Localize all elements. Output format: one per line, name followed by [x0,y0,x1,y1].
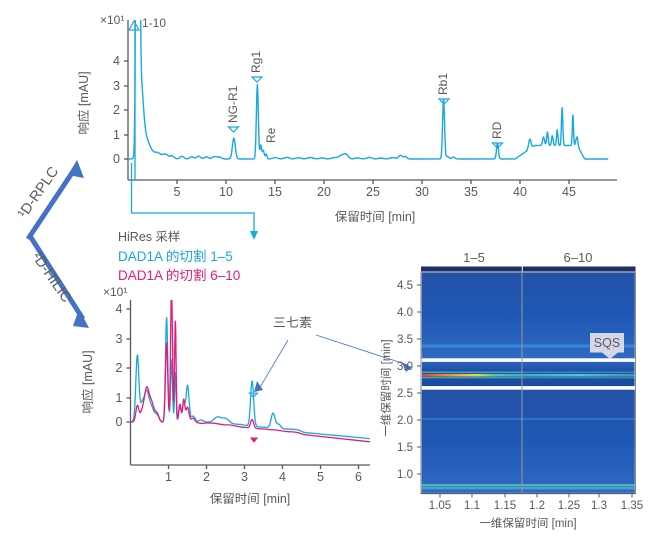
svg-text:×10¹: ×10¹ [103,285,127,299]
svg-text:RD: RD [490,121,504,139]
svg-text:响应 [mAU]: 响应 [mAU] [77,71,91,134]
svg-text:SQS: SQS [594,336,620,350]
svg-text:40: 40 [513,185,527,199]
svg-text:2.5: 2.5 [397,388,413,400]
svg-text:5: 5 [317,470,324,484]
svg-text:1.25: 1.25 [558,500,580,512]
svg-text:Rg1: Rg1 [249,51,263,73]
svg-text:响应 [mAU]: 响应 [mAU] [81,350,95,413]
svg-text:25: 25 [366,185,380,199]
svg-text:1.15: 1.15 [494,500,516,512]
svg-text:4.0: 4.0 [397,307,413,319]
svg-text:30: 30 [415,185,429,199]
svg-text:1.35: 1.35 [621,500,643,512]
svg-text:20: 20 [317,185,331,199]
svg-text:1.05: 1.05 [429,500,451,512]
svg-text:2: 2 [116,361,123,375]
svg-text:2: 2 [113,103,120,117]
svg-text:1.0: 1.0 [397,469,413,481]
svg-text:1.5: 1.5 [397,442,413,454]
svg-text:0: 0 [113,152,120,166]
svg-text:保留时间 [min]: 保留时间 [min] [335,210,416,224]
svg-text:45: 45 [562,185,576,199]
svg-text:1: 1 [116,391,123,405]
svg-text:1.1: 1.1 [464,500,480,512]
svg-text:1: 1 [113,128,120,142]
svg-text:1.2: 1.2 [529,500,545,512]
svg-text:3.0: 3.0 [397,361,413,373]
svg-text:×10¹: ×10¹ [100,13,124,27]
svg-text:3: 3 [116,332,123,346]
svg-text:保留时间 [min]: 保留时间 [min] [210,492,291,506]
svg-text:NG-R1: NG-R1 [226,85,240,123]
svg-text:3: 3 [113,79,120,93]
svg-text:4.5: 4.5 [397,280,413,292]
svg-text:DAD1A 的切割 6–10: DAD1A 的切割 6–10 [118,268,240,283]
svg-text:一维保留时间 [min]: 一维保留时间 [min] [380,339,393,436]
svg-text:三七素: 三七素 [273,315,312,330]
svg-text:1.3: 1.3 [591,500,607,512]
svg-text:1: 1 [165,470,172,484]
svg-text:3: 3 [241,470,248,484]
svg-text:Rb1: Rb1 [436,73,450,95]
svg-text:一维保留时间 [min]: 一维保留时间 [min] [479,517,576,530]
svg-text:6–10: 6–10 [564,250,593,265]
svg-text:4: 4 [279,470,286,484]
svg-text:5: 5 [174,185,181,199]
svg-text:10: 10 [219,185,233,199]
svg-text:35: 35 [464,185,478,199]
svg-text:1–5: 1–5 [463,250,485,265]
svg-text:2: 2 [203,470,210,484]
svg-text:DAD1A 的切割 1–5: DAD1A 的切割 1–5 [118,249,233,264]
svg-text:6: 6 [355,470,362,484]
svg-text:Re: Re [264,127,278,143]
svg-text:4: 4 [116,302,123,316]
svg-text:2.0: 2.0 [397,415,413,427]
svg-text:1-10: 1-10 [142,16,166,30]
svg-text:4: 4 [113,54,120,68]
svg-text:3.5: 3.5 [397,334,413,346]
svg-text:HiRes 采样: HiRes 采样 [118,230,181,244]
svg-text:15: 15 [268,185,282,199]
svg-text:0: 0 [116,415,123,429]
